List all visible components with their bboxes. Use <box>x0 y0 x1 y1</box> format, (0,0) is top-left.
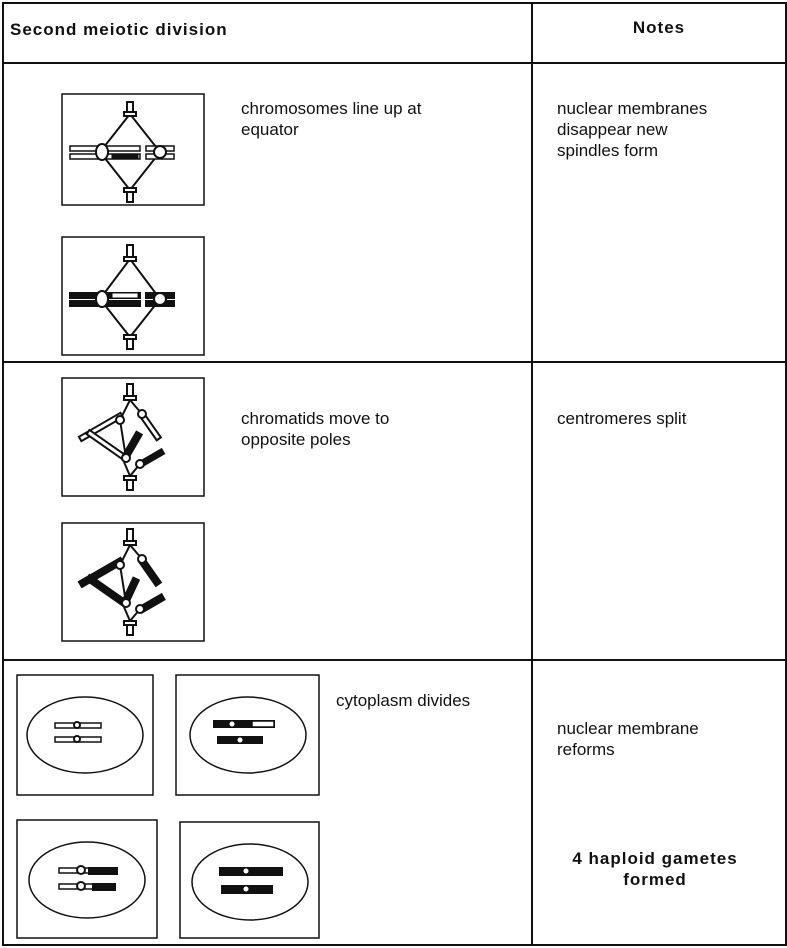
anaphase-diagram <box>61 377 205 497</box>
cell-diagram <box>16 674 154 796</box>
row-note-emphasis: 4 haploid gametes formed <box>572 849 738 889</box>
row-description: cytoplasm divides <box>336 691 471 710</box>
row-description: chromatids move to opposite poles <box>241 409 390 449</box>
row-note: centromeres split <box>557 409 687 428</box>
row-note: nuclear membrane reforms <box>557 719 699 759</box>
row-note: nuclear membranes disappear new spindles… <box>557 99 708 160</box>
metaphase-diagram <box>61 93 205 206</box>
anaphase-diagram <box>61 522 205 642</box>
cell-diagram <box>16 819 158 939</box>
header-notes: Notes <box>632 18 686 37</box>
cell-diagram <box>179 821 320 939</box>
header-title: Second meiotic division <box>10 20 228 39</box>
metaphase-diagram <box>61 236 205 356</box>
cell-diagram <box>175 674 320 796</box>
row-description: chromosomes line up at equator <box>241 99 422 139</box>
